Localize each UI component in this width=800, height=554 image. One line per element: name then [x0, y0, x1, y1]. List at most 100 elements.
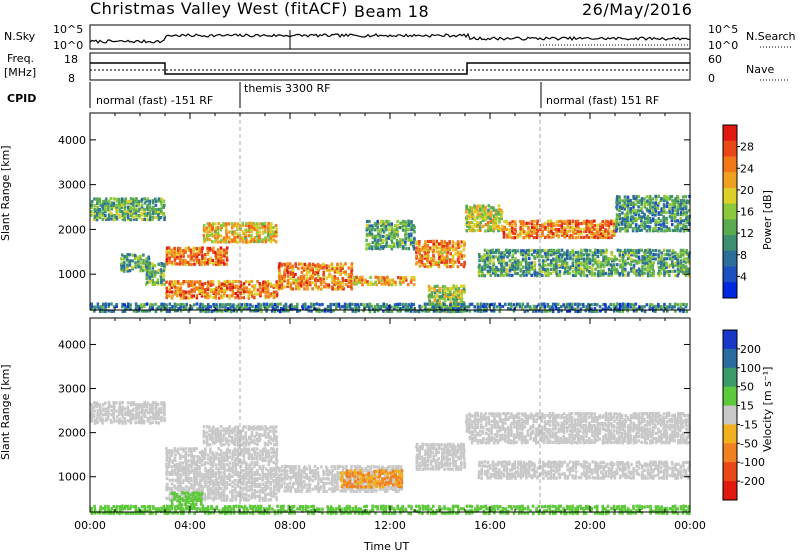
heatmap-cell [145, 274, 149, 278]
heatmap-cell [619, 263, 622, 267]
heatmap-cell [417, 242, 421, 246]
heatmap-cell [151, 207, 154, 211]
heatmap-cell [543, 309, 547, 313]
heatmap-cell [449, 286, 452, 291]
heatmap-cell [502, 265, 506, 269]
heatmap-cell [179, 286, 183, 290]
heatmap-cell [524, 305, 527, 309]
heatmap-cell [505, 261, 508, 265]
heatmap-cell [470, 210, 474, 214]
heatmap-cell [665, 253, 669, 257]
heatmap-cell [295, 305, 299, 309]
heatmap-cell [640, 208, 643, 212]
heatmap-cell [476, 309, 480, 313]
heatmap-cell [190, 465, 193, 469]
heatmap-cell [583, 229, 586, 234]
heatmap-cell [168, 451, 171, 455]
heatmap-cell [143, 400, 146, 405]
heatmap-cell [613, 255, 617, 259]
heatmap-cell [671, 228, 675, 233]
heatmap-cell [197, 497, 201, 501]
heatmap-cell [193, 282, 196, 286]
heatmap-cell [284, 302, 288, 306]
heatmap-cell [403, 242, 407, 246]
heatmap-cell [632, 271, 636, 275]
heatmap-cell [516, 265, 520, 269]
heatmap-cell [129, 207, 133, 211]
heatmap-cell [494, 219, 498, 223]
heatmap-cell [499, 306, 502, 311]
heatmap-cell [635, 269, 639, 273]
heatmap-cell [643, 259, 646, 263]
heatmap-cell [524, 231, 528, 235]
heatmap-cell [682, 265, 686, 269]
heatmap-cell [446, 287, 449, 291]
heatmap-cell [219, 441, 222, 445]
heatmap-cell [220, 477, 224, 481]
heatmap-cell [135, 411, 138, 415]
heatmap-cell [126, 263, 129, 267]
heatmap-cell [214, 457, 218, 461]
heatmap-cell [218, 305, 221, 309]
heatmap-cell [166, 449, 169, 453]
heatmap-cell [157, 262, 160, 266]
heatmap-cell [190, 486, 194, 490]
heatmap-cell [568, 219, 571, 223]
heatmap-cell [197, 258, 201, 262]
heatmap-cell [165, 447, 168, 451]
heatmap-cell [219, 256, 223, 260]
heatmap-cell [465, 210, 468, 214]
heatmap-cell [673, 228, 677, 233]
heatmap-cell [374, 307, 377, 311]
heatmap-cell [203, 492, 207, 496]
heatmap-cell [404, 236, 407, 241]
heatmap-cell [214, 427, 217, 431]
heatmap-cell [443, 260, 446, 264]
heatmap-cell [648, 225, 652, 229]
heatmap-cell [208, 260, 212, 264]
heatmap-cell [563, 220, 566, 224]
heatmap-cell [236, 431, 239, 435]
heatmap-cell [441, 303, 445, 307]
heatmap-cell [390, 236, 394, 240]
heatmap-cell [380, 278, 383, 282]
heatmap-cell [658, 274, 661, 278]
heatmap-cell [432, 262, 435, 267]
heatmap-cell [107, 205, 110, 209]
heatmap-cell [588, 265, 592, 269]
heatmap-cell [228, 482, 232, 486]
heatmap-cell [253, 479, 257, 483]
heatmap-cell [552, 227, 556, 232]
heatmap-cell [513, 259, 517, 263]
heatmap-cell [682, 199, 686, 203]
heatmap-cell [274, 470, 278, 474]
heatmap-cell [200, 292, 204, 296]
heatmap-cell [272, 461, 275, 465]
heatmap-cell [122, 269, 126, 273]
heatmap-cell [528, 271, 531, 275]
heatmap-cell [676, 205, 680, 209]
heatmap-cell [446, 289, 450, 293]
heatmap-cell [211, 258, 215, 262]
heatmap-cell [193, 469, 196, 473]
heatmap-cell [677, 201, 680, 205]
heatmap-cell [278, 285, 281, 289]
heatmap-cell [115, 401, 118, 405]
heatmap-cell [160, 209, 163, 214]
heatmap-cell [629, 217, 633, 221]
heatmap-cell [188, 486, 191, 490]
heatmap-cell [211, 282, 215, 286]
heatmap-cell [184, 258, 187, 262]
heatmap-cell [122, 263, 126, 267]
heatmap-cell [668, 249, 671, 253]
heatmap-cell [679, 211, 683, 215]
heatmap-cell [256, 309, 260, 313]
heatmap-cell [500, 273, 503, 277]
heatmap-cell [269, 230, 272, 234]
heatmap-cell [154, 403, 157, 407]
heatmap-cell [256, 482, 259, 487]
heatmap-cell [228, 478, 232, 482]
heatmap-cell [104, 411, 108, 415]
heatmap-cell [209, 482, 212, 486]
